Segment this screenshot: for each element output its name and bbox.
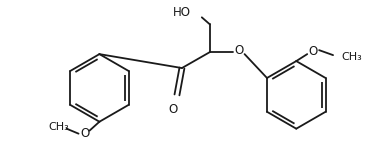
- Text: O: O: [309, 45, 318, 58]
- Text: HO: HO: [173, 6, 191, 19]
- Text: CH₃: CH₃: [48, 122, 69, 132]
- Text: CH₃: CH₃: [341, 52, 362, 62]
- Text: O: O: [168, 103, 178, 116]
- Text: O: O: [234, 44, 243, 57]
- Text: O: O: [80, 127, 89, 140]
